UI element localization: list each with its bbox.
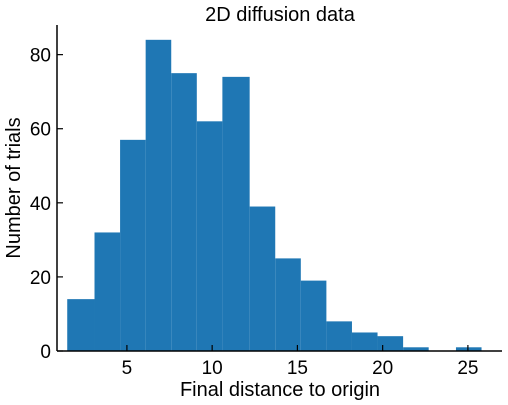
x-axis-label: Final distance to origin [180, 379, 380, 401]
y-tick-label-80: 80 [30, 46, 51, 67]
histogram-bar-15 [455, 347, 482, 351]
histogram-bar-11 [351, 332, 378, 351]
y-tick-label-40: 40 [30, 194, 51, 215]
y-axis-ticks: 0 20 40 60 80 [30, 46, 63, 363]
y-tick-label-60: 60 [30, 120, 51, 141]
y-tick-label-0: 0 [40, 342, 51, 363]
x-tick-label-10: 10 [202, 358, 223, 379]
histogram-bar-0 [67, 299, 95, 351]
chart-title: 2D diffusion data [205, 4, 356, 26]
histogram-bar-10 [326, 321, 352, 351]
y-tick-label-20: 20 [30, 268, 51, 289]
histogram-bar-3 [145, 39, 172, 352]
histogram-bar-9 [300, 280, 327, 351]
x-tick-label-5: 5 [122, 358, 133, 379]
histogram-bar-12 [377, 336, 404, 351]
y-axis-label: Number of trials [3, 117, 25, 258]
x-tick-label-20: 20 [372, 358, 393, 379]
histogram-bar-8 [275, 258, 301, 351]
histogram-bar-13 [403, 347, 429, 351]
histogram-bar-5 [196, 121, 223, 352]
axes [56, 25, 502, 352]
x-tick-label-15: 15 [287, 358, 308, 379]
histogram-bar-2 [120, 139, 146, 351]
x-axis-ticks: 5 10 15 20 25 [122, 345, 478, 379]
histogram-bar-7 [249, 206, 276, 351]
histogram-bar-6 [222, 76, 250, 351]
histogram-bar-1 [94, 232, 121, 351]
x-tick-label-25: 25 [457, 358, 478, 379]
histogram-bars [67, 39, 482, 352]
histogram-bar-4 [171, 73, 197, 351]
